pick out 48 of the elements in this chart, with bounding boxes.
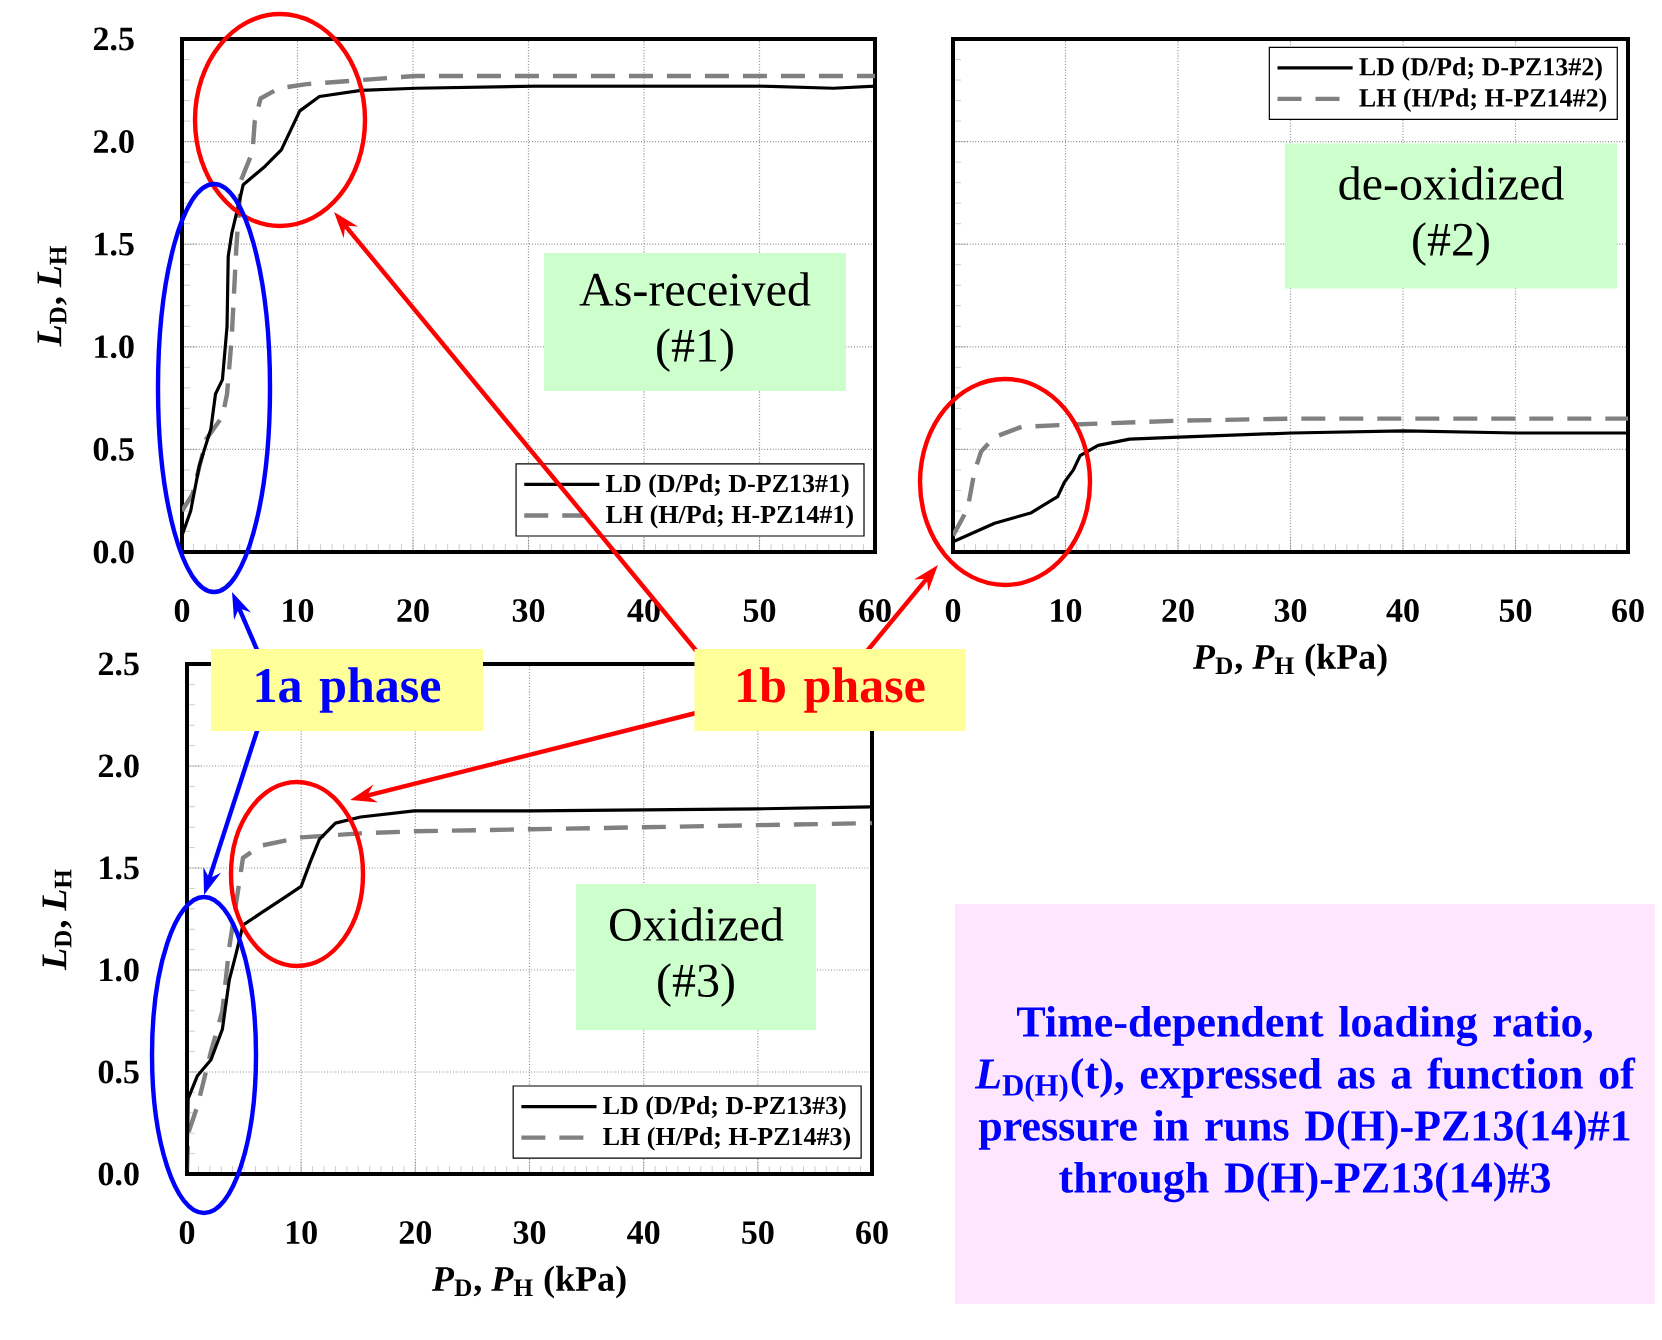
x-tick-label: 20 xyxy=(1162,599,1194,623)
annotation: 1a phase xyxy=(256,667,441,713)
y-tick-label: 2.0 xyxy=(98,754,139,778)
y-tick-label: 2.5 xyxy=(98,652,139,676)
legend-label: LH (H/Pd; H-PZ14#2) xyxy=(1359,88,1607,112)
x-tick-label: 10 xyxy=(1051,599,1082,623)
x-tick-label: 50 xyxy=(742,1221,774,1245)
x-axis-title: P$_{D}$, P$_{H}$ (kPa) xyxy=(431,1265,626,1299)
y-axis-title: L$_{D}$, L$_{H}$ xyxy=(42,869,72,971)
annotation: de-oxidized (#2) xyxy=(1339,166,1564,266)
y-tick-label: 0.0 xyxy=(98,1162,139,1186)
y-tick-label: 0.0 xyxy=(93,540,134,564)
annotation: 1b phase xyxy=(738,667,925,713)
x-tick-label: 30 xyxy=(1274,599,1307,623)
x-tick-label: 50 xyxy=(743,599,776,623)
y-tick-label: 2.0 xyxy=(93,130,134,154)
x-tick-label: 40 xyxy=(1386,599,1419,623)
y-axis-title: L$_{D}$, L$_{H}$ xyxy=(37,246,67,347)
annotation: Oxidized (#3) xyxy=(610,907,784,1007)
x-tick-label: 30 xyxy=(513,1221,546,1245)
x-tick-label: 60 xyxy=(1612,599,1644,623)
y-tick-label: 1.0 xyxy=(95,335,134,359)
x-tick-label: 60 xyxy=(856,1221,888,1245)
y-tick-label: 0.5 xyxy=(93,437,134,461)
y-tick-label: 1.5 xyxy=(100,856,139,880)
y-tick-label: 1.0 xyxy=(100,958,139,982)
legend-label: LD (D/Pd; D-PZ13#3) xyxy=(603,1096,846,1120)
legend-label: LD (D/Pd; D-PZ13#1) xyxy=(606,473,849,498)
x-tick-label: 10 xyxy=(286,1221,317,1245)
x-tick-label: 0 xyxy=(174,599,190,623)
x-tick-label: 60 xyxy=(859,599,891,623)
x-tick-label: 20 xyxy=(399,1221,432,1245)
legend-label: LH (H/Pd; H-PZ14#3) xyxy=(603,1127,851,1151)
x-tick-label: 50 xyxy=(1499,599,1532,623)
x-tick-label: 0 xyxy=(945,599,961,623)
x-tick-label: 10 xyxy=(283,599,314,623)
annotation: As-received (#1) xyxy=(579,272,811,372)
legend-label: LH (H/Pd; H-PZ14#1) xyxy=(606,504,853,529)
text: Time-dependent loading ratio, L$_{D(H)}$(t), expressed as a function of pressure in runs D(H)-PZ13(14)#1 through D(H)-PZ13(14)#3 xyxy=(974,1005,1636,1203)
x-tick-label: 20 xyxy=(397,599,429,623)
x-tick-label: 30 xyxy=(512,599,545,623)
x-tick-label: 0 xyxy=(179,1221,195,1245)
x-axis-title: P$_{D}$, P$_{H}$ (kPa) xyxy=(1192,643,1387,677)
y-tick-label: 0.5 xyxy=(98,1060,139,1084)
y-tick-label: 1.5 xyxy=(95,232,134,256)
y-tick-label: 2.5 xyxy=(93,27,134,51)
legend-label: LD (D/Pd; D-PZ13#2) xyxy=(1359,57,1602,81)
x-tick-label: 40 xyxy=(627,1221,660,1245)
